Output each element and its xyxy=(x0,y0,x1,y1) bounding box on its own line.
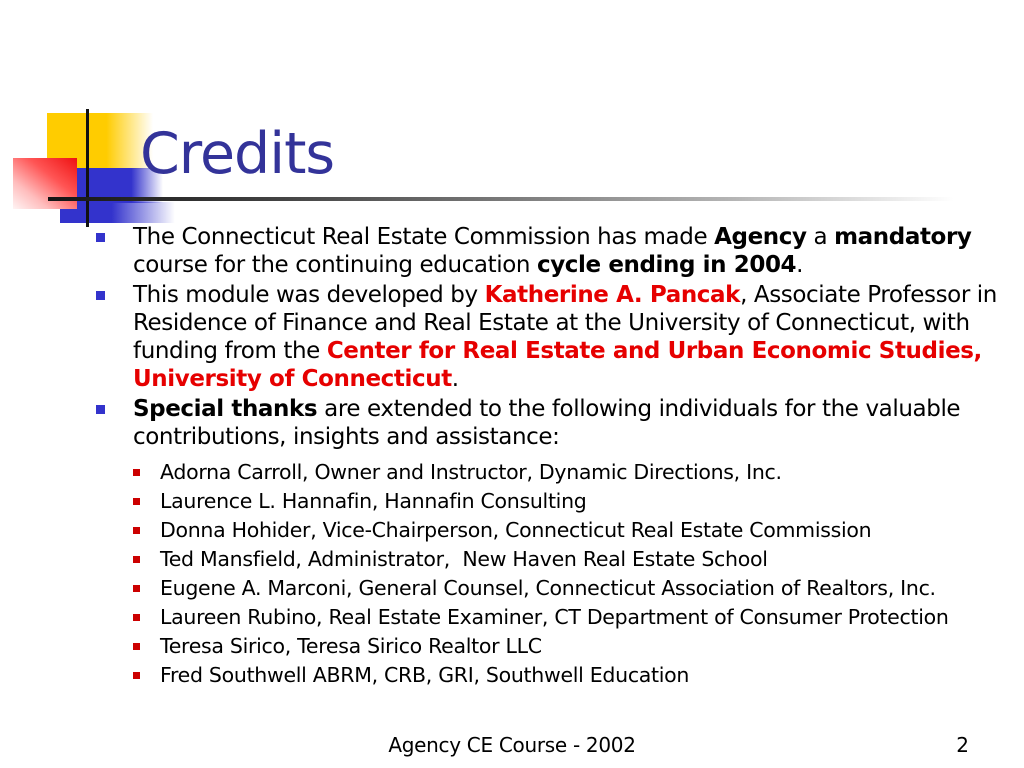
bullet-item: This module was developed by Katherine A… xyxy=(96,281,1001,393)
bullet-list: The Connecticut Real Estate Commission h… xyxy=(96,223,1001,690)
bullet-item: The Connecticut Real Estate Commission h… xyxy=(96,223,1001,279)
red-square-bullet-icon xyxy=(133,498,140,505)
sub-bullet-item: Laureen Rubino, Real Estate Examiner, CT… xyxy=(96,603,1001,632)
red-square-bullet-icon xyxy=(133,585,140,592)
red-square-bullet-icon xyxy=(133,672,140,679)
bullet-text: Adorna Carroll, Owner and Instructor, Dy… xyxy=(160,460,782,484)
red-square-bullet-icon xyxy=(133,614,140,621)
blue-square-bullet-icon xyxy=(96,291,105,300)
sub-bullet-item: Adorna Carroll, Owner and Instructor, Dy… xyxy=(96,458,1001,487)
slide-title: Credits xyxy=(140,121,335,187)
blue-square-bullet-icon xyxy=(96,233,105,242)
bullet-text: Ted Mansfield, Administrator, New Haven … xyxy=(160,547,768,571)
page-number: 2 xyxy=(956,733,969,757)
red-square-bullet-icon xyxy=(133,556,140,563)
blue-square-bullet-icon xyxy=(96,405,105,414)
bullet-text: Special thanks are extended to the follo… xyxy=(133,396,968,450)
red-square-bullet-icon xyxy=(133,469,140,476)
bullet-text: Donna Hohider, Vice-Chairperson, Connect… xyxy=(160,518,872,542)
sub-bullet-item: Donna Hohider, Vice-Chairperson, Connect… xyxy=(96,516,1001,545)
footer-text: Agency CE Course - 2002 xyxy=(388,733,636,757)
title-underline-gradient-line xyxy=(48,197,963,201)
bullet-text: Laureen Rubino, Real Estate Examiner, CT… xyxy=(160,605,949,629)
bullet-text: Fred Southwell ABRM, CRB, GRI, Southwell… xyxy=(160,663,690,687)
deco-red-gradient-square xyxy=(13,158,77,209)
sub-bullet-item: Fred Southwell ABRM, CRB, GRI, Southwell… xyxy=(96,661,1001,690)
red-square-bullet-icon xyxy=(133,527,140,534)
bullet-text: The Connecticut Real Estate Commission h… xyxy=(133,224,979,278)
bullet-text: Eugene A. Marconi, General Counsel, Conn… xyxy=(160,576,936,600)
crosshair-vertical-line xyxy=(86,109,89,227)
bullet-text: Teresa Sirico, Teresa Sirico Realtor LLC xyxy=(160,634,542,658)
sub-bullet-item: Teresa Sirico, Teresa Sirico Realtor LLC xyxy=(96,632,1001,661)
sub-bullet-item: Laurence L. Hannafin, Hannafin Consultin… xyxy=(96,487,1001,516)
red-square-bullet-icon xyxy=(133,643,140,650)
bullet-text: This module was developed by Katherine A… xyxy=(133,282,1004,392)
bullet-text: Laurence L. Hannafin, Hannafin Consultin… xyxy=(160,489,587,513)
bullet-item: Special thanks are extended to the follo… xyxy=(96,395,1001,451)
sub-bullet-item: Ted Mansfield, Administrator, New Haven … xyxy=(96,545,1001,574)
sub-bullet-item: Eugene A. Marconi, General Counsel, Conn… xyxy=(96,574,1001,603)
deco-blue-square-lower xyxy=(60,202,175,223)
